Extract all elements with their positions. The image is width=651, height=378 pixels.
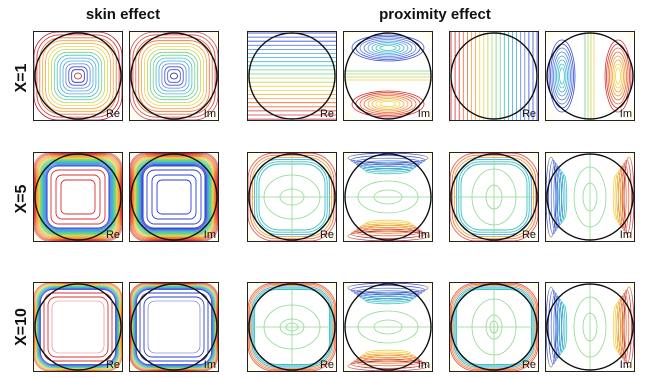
contour-panel: Im bbox=[343, 152, 433, 242]
imaginary-part-label: Im bbox=[620, 229, 632, 241]
contour-panel: Re bbox=[449, 282, 539, 372]
conductor-outline bbox=[546, 283, 634, 371]
contour-panel: Re bbox=[247, 282, 337, 372]
panel-frame bbox=[129, 152, 219, 242]
skin-contour-line bbox=[56, 54, 100, 98]
panel-frame bbox=[247, 152, 337, 242]
conductor-outline bbox=[34, 32, 122, 120]
conductor-outline bbox=[546, 32, 634, 120]
panel-frame bbox=[33, 31, 123, 121]
conductor-outline bbox=[450, 153, 538, 241]
conductor-outline bbox=[130, 283, 218, 371]
panel-frame bbox=[545, 152, 635, 242]
conductor-outline bbox=[546, 153, 634, 241]
contour-panel: Im bbox=[129, 31, 219, 121]
real-part-label: Re bbox=[106, 229, 120, 241]
skin-contour-line bbox=[74, 72, 82, 80]
contour-panel: Re bbox=[33, 282, 123, 372]
row-label-x5: X=5 bbox=[13, 184, 30, 213]
row-label-x10: X=10 bbox=[13, 308, 30, 346]
conductor-outline bbox=[344, 153, 432, 241]
proximity-effect-header: proximity effect bbox=[379, 6, 491, 23]
real-part-label: Re bbox=[106, 359, 120, 371]
contour-panel: Im bbox=[545, 152, 635, 242]
skin-contour-line bbox=[68, 66, 88, 86]
contour-panel: Im bbox=[129, 152, 219, 242]
panel-frame bbox=[545, 282, 635, 372]
contour-panel: Re bbox=[247, 31, 337, 121]
real-part-label: Re bbox=[522, 359, 536, 371]
conductor-outline bbox=[248, 153, 336, 241]
real-part-label: Re bbox=[320, 108, 334, 120]
skin-contour-line bbox=[71, 69, 85, 83]
imaginary-part-label: Im bbox=[204, 359, 216, 371]
conductor-outline bbox=[248, 32, 336, 120]
skin-contour-line bbox=[50, 48, 106, 104]
contour-panel: Im bbox=[129, 282, 219, 372]
imaginary-part-label: Im bbox=[204, 108, 216, 120]
contour-panel: Im bbox=[343, 31, 433, 121]
skin-contour-line bbox=[36, 34, 120, 118]
skin-contour-line bbox=[42, 40, 114, 112]
real-part-label: Re bbox=[320, 359, 334, 371]
conductor-outline bbox=[450, 283, 538, 371]
panel-frame bbox=[545, 31, 635, 121]
panel-frame bbox=[247, 282, 337, 372]
panel-frame bbox=[449, 282, 539, 372]
contour-panel: Im bbox=[545, 31, 635, 121]
panel-frame bbox=[343, 31, 433, 121]
conductor-outline bbox=[450, 32, 538, 120]
skin-contour-line bbox=[45, 43, 111, 109]
panel-frame bbox=[343, 282, 433, 372]
skin-effect-header: skin effect bbox=[86, 6, 160, 23]
conductor-outline bbox=[34, 153, 122, 241]
skin-contour-line bbox=[59, 57, 97, 95]
real-part-label: Re bbox=[106, 108, 120, 120]
conductor-outline bbox=[130, 153, 218, 241]
skin-contour-line bbox=[65, 63, 91, 89]
conductor-outline bbox=[248, 283, 336, 371]
row-label-x1: X=1 bbox=[13, 63, 30, 92]
real-part-label: Re bbox=[522, 229, 536, 241]
imaginary-part-label: Im bbox=[418, 108, 430, 120]
imaginary-part-label: Im bbox=[204, 229, 216, 241]
imaginary-part-label: Im bbox=[418, 359, 430, 371]
panel-frame bbox=[247, 31, 337, 121]
skin-contour-line bbox=[39, 37, 117, 115]
imaginary-part-label: Im bbox=[620, 359, 632, 371]
panel-frame bbox=[129, 31, 219, 121]
imaginary-part-label: Im bbox=[418, 229, 430, 241]
contour-panel: Re bbox=[449, 152, 539, 242]
contour-panel: Im bbox=[545, 282, 635, 372]
conductor-outline bbox=[34, 283, 122, 371]
real-part-label: Re bbox=[522, 108, 536, 120]
conductor-outline bbox=[344, 32, 432, 120]
contour-panel: Re bbox=[33, 31, 123, 121]
panel-frame bbox=[33, 152, 123, 242]
conductor-outline bbox=[130, 32, 218, 120]
contour-panel: Re bbox=[247, 152, 337, 242]
skin-contour-line bbox=[53, 51, 103, 101]
panel-frame bbox=[343, 152, 433, 242]
contour-panels: Re Im Re Im Re Im Re Im Re Im Re Im Re Im Re Im Re Im bbox=[33, 31, 635, 372]
panel-frame bbox=[449, 152, 539, 242]
real-part-label: Re bbox=[320, 229, 334, 241]
contour-lines bbox=[33, 31, 123, 121]
contour-panel: Re bbox=[33, 152, 123, 242]
panel-frame bbox=[449, 31, 539, 121]
panel-frame bbox=[129, 282, 219, 372]
panel-frame bbox=[33, 282, 123, 372]
conductor-outline bbox=[344, 283, 432, 371]
imaginary-part-label: Im bbox=[620, 108, 632, 120]
skin-contour-line bbox=[62, 60, 94, 92]
skin-contour-line bbox=[48, 46, 108, 106]
contour-panel: Im bbox=[343, 282, 433, 372]
contour-panel: Re bbox=[449, 31, 539, 121]
